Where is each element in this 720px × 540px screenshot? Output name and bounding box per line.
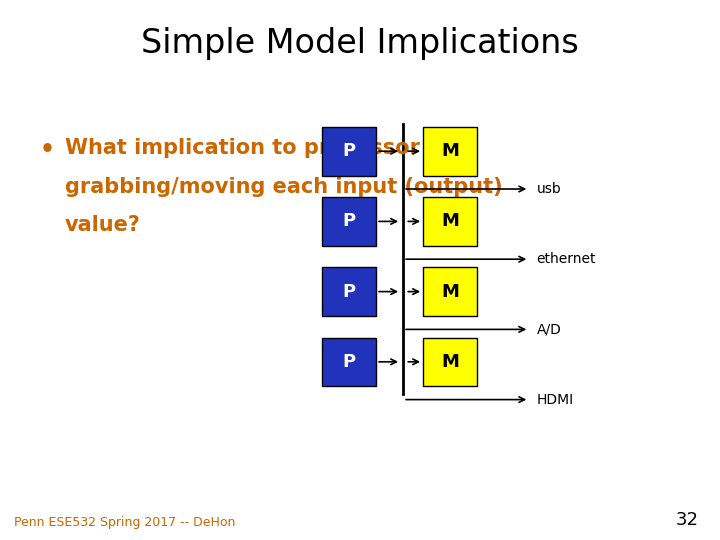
Text: P: P bbox=[343, 353, 356, 371]
Text: Simple Model Implications: Simple Model Implications bbox=[141, 27, 579, 60]
Text: What implication to processor: What implication to processor bbox=[65, 138, 420, 158]
FancyBboxPatch shape bbox=[323, 197, 376, 246]
Text: Penn ESE532 Spring 2017 -- DeHon: Penn ESE532 Spring 2017 -- DeHon bbox=[14, 516, 235, 529]
FancyBboxPatch shape bbox=[423, 197, 477, 246]
FancyBboxPatch shape bbox=[423, 267, 477, 316]
Text: P: P bbox=[343, 142, 356, 160]
FancyBboxPatch shape bbox=[423, 338, 477, 386]
Text: HDMI: HDMI bbox=[536, 393, 574, 407]
Text: M: M bbox=[441, 282, 459, 301]
Text: grabbing/moving each input (output): grabbing/moving each input (output) bbox=[65, 177, 503, 197]
FancyBboxPatch shape bbox=[323, 267, 376, 316]
Text: •: • bbox=[40, 138, 55, 161]
Text: ethernet: ethernet bbox=[536, 252, 596, 266]
Text: M: M bbox=[441, 212, 459, 231]
Text: usb: usb bbox=[536, 182, 561, 196]
Text: P: P bbox=[343, 212, 356, 231]
Text: 32: 32 bbox=[675, 511, 698, 529]
FancyBboxPatch shape bbox=[423, 127, 477, 176]
FancyBboxPatch shape bbox=[323, 127, 376, 176]
Text: A/D: A/D bbox=[536, 322, 562, 336]
Text: value?: value? bbox=[65, 215, 140, 235]
Text: M: M bbox=[441, 353, 459, 371]
Text: M: M bbox=[441, 142, 459, 160]
FancyBboxPatch shape bbox=[323, 338, 376, 386]
Text: P: P bbox=[343, 282, 356, 301]
